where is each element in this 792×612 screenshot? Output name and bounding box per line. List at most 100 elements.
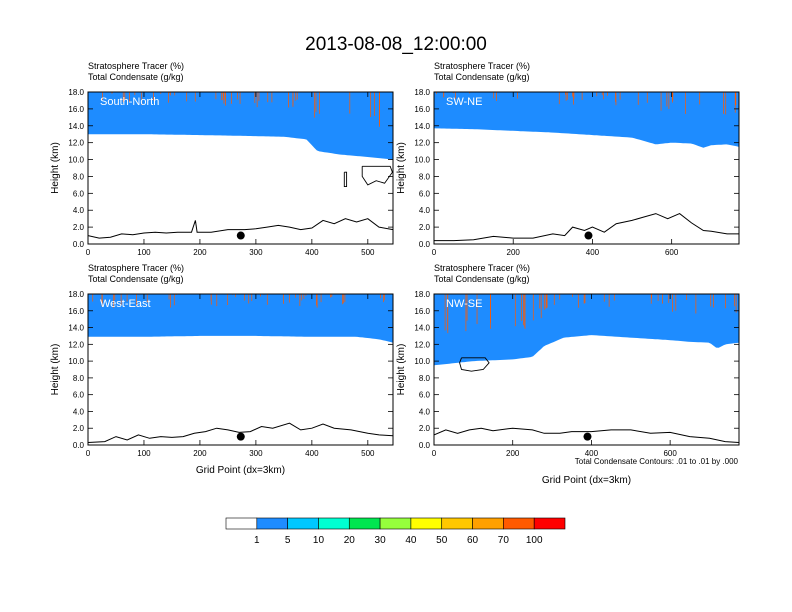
x-tick-label: 600	[665, 248, 679, 257]
tracer-band-1	[434, 92, 739, 148]
panel-label: South-North	[100, 96, 159, 108]
y-tick-label: 12.0	[414, 340, 430, 349]
panel-west-east: 0.0 2.0 4.0 6.0 8.0 10.0 12.0 14.0 16.0 18.0 0 100 2…	[50, 263, 394, 476]
x-tick-label: 300	[249, 248, 263, 257]
condensate-contour	[459, 357, 490, 372]
panel-frame	[87, 293, 394, 446]
colorbar-label: 50	[436, 535, 448, 546]
y-tick-label: 8.0	[73, 172, 85, 181]
location-marker	[236, 231, 245, 240]
tracer-band-1	[88, 92, 393, 160]
colorbar-swatch	[287, 517, 319, 530]
x-tick-label: 600	[663, 449, 677, 458]
colorbar-swatch	[318, 517, 350, 530]
y-tick-label: 2.0	[73, 223, 85, 232]
y-tick-label: 16.0	[68, 307, 84, 316]
y-tick-label: 2.0	[73, 424, 85, 433]
y-tick-label: 8.0	[73, 374, 85, 383]
colorbar-label: 100	[526, 535, 543, 546]
y-tick-label: 18.0	[68, 88, 84, 97]
colorbar: 1 5 10 20 30 40 50 60 70 100	[225, 517, 566, 546]
subtitle-tracer: Stratosphere Tracer (%)	[88, 263, 184, 273]
y-tick-label: 0.0	[73, 441, 85, 450]
subtitle-condensate: Total Condensate (g/kg)	[434, 274, 530, 284]
x-tick-label: 0	[432, 248, 437, 257]
colorbar-label: 20	[344, 535, 356, 546]
panel-label: West-East	[100, 298, 151, 310]
y-tick-label: 4.0	[419, 206, 431, 215]
y-tick-label: 12.0	[68, 340, 84, 349]
subtitle-condensate: Total Condensate (g/kg)	[434, 72, 530, 82]
y-tick-label: 12.0	[68, 139, 84, 148]
y-tick-label: 18.0	[414, 88, 430, 97]
y-tick-label: 16.0	[414, 307, 430, 316]
x-axis-title: Grid Point (dx=3km)	[196, 465, 285, 476]
location-marker	[584, 231, 593, 240]
plot-area	[88, 92, 393, 240]
y-tick-label: 0.0	[419, 441, 431, 450]
x-tick-label: 0	[432, 449, 437, 458]
x-tick-label: 400	[585, 449, 599, 458]
y-tick-label: 6.0	[73, 391, 85, 400]
panel-frame	[433, 293, 740, 446]
colorbar-swatch	[410, 517, 443, 530]
colorbar-label: 1	[254, 535, 260, 546]
y-tick-label: 16.0	[68, 105, 84, 114]
colorbar-swatch	[379, 517, 412, 530]
x-tick-label: 200	[193, 449, 207, 458]
colorbar-label: 70	[498, 535, 510, 546]
panel-label: SW-NE	[446, 96, 482, 108]
subtitle-tracer: Stratosphere Tracer (%)	[88, 61, 184, 71]
x-tick-label: 500	[361, 449, 375, 458]
colorbar-swatch	[256, 517, 288, 530]
panel-label: NW-SE	[446, 298, 482, 310]
colorbar-swatch	[348, 517, 381, 530]
subtitle-condensate: Total Condensate (g/kg)	[88, 274, 184, 284]
y-tick-label: 4.0	[73, 206, 85, 215]
colorbar-label: 60	[467, 535, 479, 546]
x-tick-label: 100	[137, 248, 151, 257]
y-tick-label: 10.0	[68, 357, 84, 366]
subtitle-tracer: Stratosphere Tracer (%)	[434, 263, 530, 273]
plot-area	[434, 294, 739, 443]
panel-nw-se: 0.0 2.0 4.0 6.0 8.0 10.0 12.0 14.0 16.0 18.0 0 200 4…	[396, 263, 740, 486]
condensate-contour	[343, 171, 348, 188]
y-tick-label: 0.0	[73, 240, 85, 249]
plot-area	[88, 294, 393, 443]
colorbar-label: 40	[405, 535, 417, 546]
terrain-line	[434, 213, 739, 242]
y-tick-label: 4.0	[73, 407, 85, 416]
terrain-line	[88, 422, 393, 443]
y-axis-title: Height (km)	[396, 142, 407, 194]
x-tick-label: 500	[361, 248, 375, 257]
y-tick-label: 2.0	[419, 223, 431, 232]
terrain-line	[434, 427, 739, 443]
y-tick-label: 8.0	[419, 374, 431, 383]
colorbar-swatch	[441, 517, 473, 530]
contour-footnote: Total Condensate Contours: .01 to .01 by…	[575, 457, 739, 466]
y-tick-label: 2.0	[419, 424, 431, 433]
y-tick-label: 4.0	[419, 407, 431, 416]
panel-south-north: 0.0 2.0 4.0 6.0 8.0 10.0 12.0 14.0 16.0 18.0 0 100 2…	[50, 61, 394, 257]
terrain-line	[88, 218, 393, 239]
colorbar-swatch	[472, 517, 504, 530]
y-axis-title: Height (km)	[50, 344, 61, 396]
x-tick-label: 0	[86, 248, 91, 257]
x-tick-label: 400	[305, 449, 319, 458]
y-tick-label: 6.0	[73, 189, 85, 198]
y-tick-label: 6.0	[419, 391, 431, 400]
panel-frame	[433, 91, 740, 245]
y-tick-label: 14.0	[414, 122, 430, 131]
x-tick-label: 400	[305, 248, 319, 257]
y-tick-label: 14.0	[68, 324, 84, 333]
x-tick-label: 0	[86, 449, 91, 458]
colorbar-label: 5	[285, 535, 291, 546]
x-axis-title: Grid Point (dx=3km)	[542, 475, 631, 486]
y-tick-label: 6.0	[419, 189, 431, 198]
colorbar-swatch	[225, 517, 258, 530]
y-tick-label: 0.0	[419, 240, 431, 249]
x-tick-label: 200	[506, 449, 520, 458]
x-tick-label: 300	[249, 449, 263, 458]
colorbar-label: 10	[313, 535, 325, 546]
